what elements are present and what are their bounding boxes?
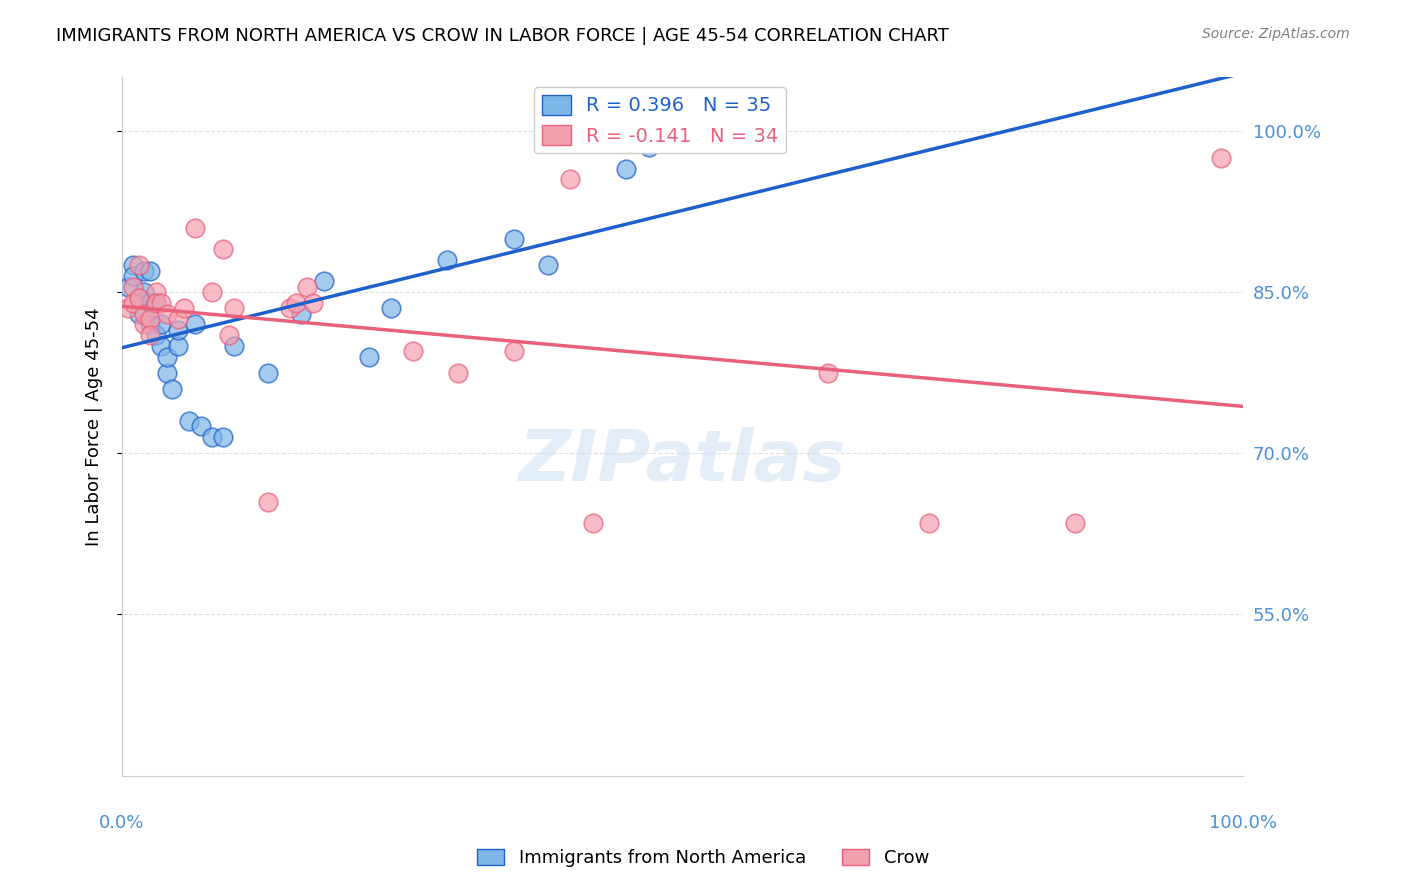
Immigrants from North America (357, 350, 380, 364)
Crow (918, 516, 941, 530)
Immigrants from North America (162, 382, 184, 396)
Immigrants from North America (190, 419, 212, 434)
Crow (139, 328, 162, 343)
Immigrants from North America (156, 350, 179, 364)
Immigrants from North America (156, 366, 179, 380)
Crow (122, 280, 145, 294)
Immigrants from North America (117, 280, 139, 294)
Crow (503, 344, 526, 359)
Crow (295, 280, 318, 294)
Crow (278, 301, 301, 316)
Crow (224, 301, 246, 316)
Text: ZIPatlas: ZIPatlas (519, 427, 846, 496)
Crow (167, 312, 190, 326)
Crow (122, 296, 145, 310)
Immigrants from North America (436, 252, 458, 267)
Y-axis label: In Labor Force | Age 45-54: In Labor Force | Age 45-54 (86, 307, 103, 546)
Immigrants from North America (503, 231, 526, 245)
Immigrants from North America (134, 264, 156, 278)
Immigrants from North America (122, 259, 145, 273)
Immigrants from North America (128, 291, 150, 305)
Immigrants from North America (224, 339, 246, 353)
Immigrants from North America (122, 269, 145, 284)
Crow (156, 307, 179, 321)
Immigrants from North America (139, 296, 162, 310)
Immigrants from North America (145, 296, 167, 310)
Immigrants from North America (145, 328, 167, 343)
Immigrants from North America (201, 430, 224, 444)
Immigrants from North America (312, 275, 335, 289)
Crow (128, 259, 150, 273)
Crow (184, 220, 207, 235)
Immigrants from North America (150, 339, 173, 353)
Crow (560, 172, 582, 186)
Crow (402, 344, 425, 359)
Crow (150, 296, 173, 310)
Text: 0.0%: 0.0% (100, 814, 145, 832)
Crow (582, 516, 605, 530)
Crow (256, 494, 278, 508)
Crow (1063, 516, 1085, 530)
Immigrants from North America (128, 307, 150, 321)
Immigrants from North America (167, 323, 190, 337)
Crow (139, 312, 162, 326)
Immigrants from North America (150, 318, 173, 332)
Crow (134, 307, 156, 321)
Immigrants from North America (380, 301, 402, 316)
Immigrants from North America (638, 140, 661, 154)
Immigrants from North America (179, 414, 201, 428)
Crow (128, 291, 150, 305)
Crow (301, 296, 323, 310)
Crow (134, 318, 156, 332)
Crow (1209, 151, 1232, 165)
Crow (284, 296, 307, 310)
Crow (817, 366, 839, 380)
Text: Source: ZipAtlas.com: Source: ZipAtlas.com (1202, 27, 1350, 41)
Immigrants from North America (290, 307, 312, 321)
Legend: R = 0.396   N = 35, R = -0.141   N = 34: R = 0.396 N = 35, R = -0.141 N = 34 (534, 87, 786, 153)
Text: 100.0%: 100.0% (1209, 814, 1277, 832)
Crow (218, 328, 240, 343)
Immigrants from North America (212, 430, 235, 444)
Crow (173, 301, 195, 316)
Legend: Immigrants from North America, Crow: Immigrants from North America, Crow (470, 841, 936, 874)
Crow (117, 301, 139, 316)
Immigrants from North America (139, 318, 162, 332)
Text: IMMIGRANTS FROM NORTH AMERICA VS CROW IN LABOR FORCE | AGE 45-54 CORRELATION CHA: IMMIGRANTS FROM NORTH AMERICA VS CROW IN… (56, 27, 949, 45)
Immigrants from North America (184, 318, 207, 332)
Immigrants from North America (256, 366, 278, 380)
Immigrants from North America (616, 161, 638, 176)
Crow (212, 242, 235, 256)
Immigrants from North America (139, 264, 162, 278)
Crow (201, 285, 224, 300)
Crow (145, 296, 167, 310)
Crow (447, 366, 470, 380)
Immigrants from North America (134, 285, 156, 300)
Crow (145, 285, 167, 300)
Immigrants from North America (167, 339, 190, 353)
Immigrants from North America (537, 259, 560, 273)
